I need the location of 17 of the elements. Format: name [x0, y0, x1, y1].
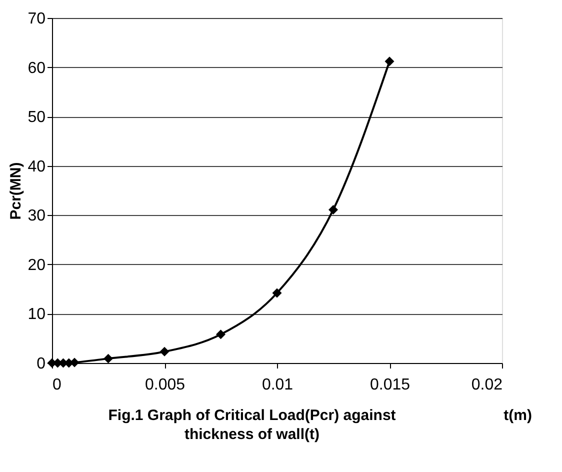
- y-tick-label: 30: [28, 208, 46, 225]
- x-tick-label: 0.005: [144, 376, 186, 394]
- x-axis-title: t(m): [504, 407, 532, 424]
- y-tick-label: 70: [28, 10, 46, 28]
- y-tick-label: 60: [28, 60, 46, 77]
- x-tick-label: 0.02: [471, 376, 503, 394]
- y-tick-label: 20: [28, 256, 46, 274]
- y-tick-label: 0: [36, 356, 46, 372]
- text: Fig.1 Graph of Critical Load(Pcr) against: [108, 407, 396, 424]
- x-tick-label: 0.015: [370, 376, 410, 394]
- y-tick-label: 10: [28, 306, 46, 324]
- x-tick-label: 0.01: [262, 376, 294, 394]
- text: thickness of wall(t): [184, 426, 320, 443]
- y-tick-label: 40: [28, 158, 46, 176]
- y-axis-title: Pcr(MN): [8, 162, 25, 220]
- y-tick-label: 50: [28, 109, 46, 126]
- x-tick-label: 0: [52, 376, 62, 394]
